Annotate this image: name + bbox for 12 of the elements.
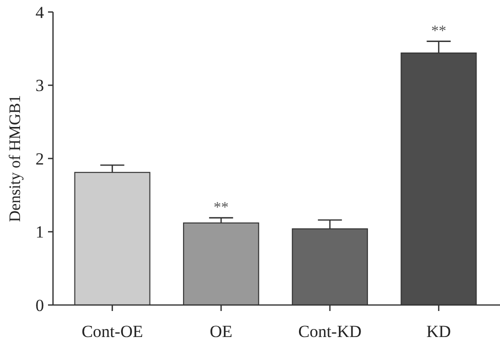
y-tick-label: 0 (36, 296, 44, 315)
x-tick-label: Cont-KD (298, 322, 362, 341)
x-tick-label: KD (426, 322, 451, 341)
annotation: ** (431, 23, 446, 40)
y-tick-label: 3 (36, 76, 44, 96)
annotation: ** (214, 200, 229, 216)
y-axis-title: Density of HMGB1 (7, 94, 24, 222)
x-tick-label: OE (210, 322, 232, 341)
x-tick-label: Cont-OE (82, 322, 143, 341)
y-tick-label: 1 (36, 222, 44, 242)
y-tick-label: 4 (36, 2, 44, 22)
y-tick-label: 2 (36, 149, 44, 168)
